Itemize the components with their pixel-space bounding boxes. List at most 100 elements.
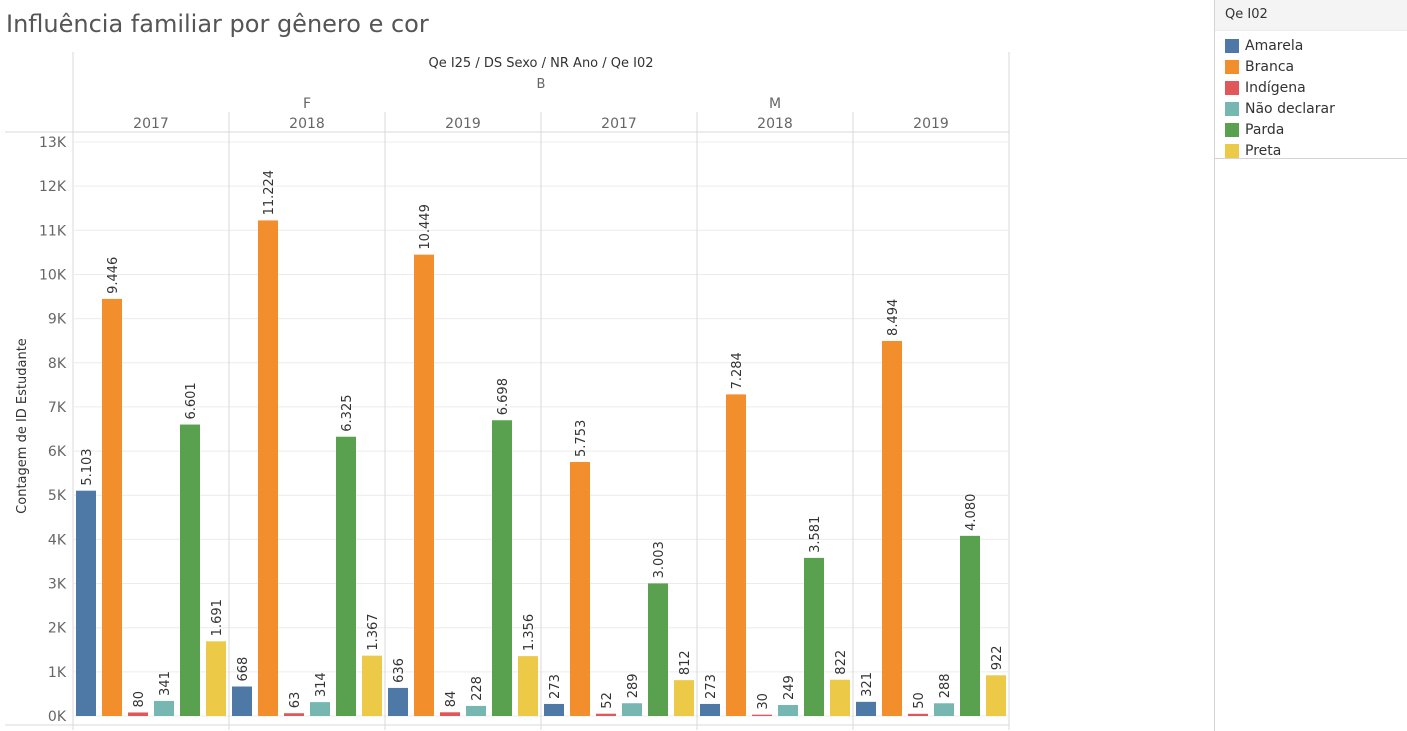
y-axis-title: Contagem de ID Estudante <box>15 338 30 514</box>
legend-label: Amarela <box>1245 37 1304 54</box>
bar-chart: Qe I25 / DS Sexo / NR Ano / Qe I02 B F M 201… <box>5 52 1010 730</box>
bar <box>518 656 538 716</box>
legend-swatch <box>1225 59 1239 74</box>
legend-item[interactable]: Branca <box>1215 56 1407 77</box>
bar <box>544 703 564 716</box>
legend-item[interactable]: Indígena <box>1215 77 1407 98</box>
bar <box>310 702 330 716</box>
bar-value-label: 273 <box>704 674 719 699</box>
legend-label: Branca <box>1245 58 1295 75</box>
header-sex-f: F <box>303 96 311 112</box>
bar <box>882 340 902 716</box>
bar <box>466 705 486 716</box>
legend-list: Amarela Branca Indígena Não declarar Parda Pr… <box>1215 31 1407 161</box>
bar <box>440 712 460 716</box>
y-tick-label: 1K <box>48 665 67 681</box>
color-legend: Qe I02 Amarela Branca Indígena Não declarar… <box>1214 0 1407 731</box>
legend-item[interactable]: Preta <box>1215 140 1407 161</box>
bar <box>830 679 850 716</box>
y-tick-label: 2K <box>48 621 67 637</box>
y-tick-label: 12K <box>39 179 67 195</box>
y-tick-label: 7K <box>48 400 67 416</box>
bar-value-label: 1.691 <box>210 599 225 636</box>
bar-value-label: 11.224 <box>262 170 277 216</box>
bar-value-label: 3.581 <box>808 516 823 553</box>
bar-value-label: 6.698 <box>496 378 511 415</box>
legend-divider <box>1215 158 1407 159</box>
legend-swatch <box>1225 80 1239 95</box>
bar-value-label: 273 <box>548 674 563 699</box>
legend-label: Indígena <box>1245 79 1306 96</box>
bar-value-label: 63 <box>288 692 303 709</box>
bar-value-label: 341 <box>158 671 173 696</box>
bar <box>76 490 96 716</box>
header-year: 2018 <box>289 116 325 132</box>
bar-value-label: 1.356 <box>522 614 537 651</box>
bar <box>414 254 434 716</box>
bar <box>700 703 720 716</box>
bar <box>362 655 382 716</box>
legend-label: Não declarar <box>1245 100 1335 117</box>
bar <box>284 713 304 716</box>
header-year: 2019 <box>913 116 949 132</box>
header-year: 2017 <box>601 116 637 132</box>
y-tick-label: 10K <box>39 267 67 283</box>
header-year: 2018 <box>757 116 793 132</box>
bar-value-label: 922 <box>990 645 1005 670</box>
bar-value-label: 228 <box>470 676 485 701</box>
legend-label: Preta <box>1245 142 1282 159</box>
legend-item[interactable]: Amarela <box>1215 35 1407 56</box>
bar-value-label: 7.284 <box>730 352 745 389</box>
bar <box>622 703 642 716</box>
bar-value-label: 5.753 <box>574 420 589 457</box>
bar-value-label: 249 <box>782 675 797 700</box>
header-sex-m: M <box>769 96 781 112</box>
y-tick-label: 3K <box>48 577 67 593</box>
bar <box>778 705 798 716</box>
y-tick-label: 8K <box>48 356 67 372</box>
bar-value-label: 52 <box>600 692 615 709</box>
bar-value-label: 1.367 <box>366 613 381 650</box>
legend-swatch <box>1225 143 1239 158</box>
bar-value-label: 8.494 <box>886 299 901 336</box>
bar-value-label: 668 <box>236 657 251 682</box>
bar-value-label: 6.325 <box>340 395 355 432</box>
bar-value-label: 6.601 <box>184 382 199 419</box>
bar-value-label: 636 <box>392 658 407 683</box>
legend-swatch <box>1225 122 1239 137</box>
header-fields: Qe I25 / DS Sexo / NR Ano / Qe I02 <box>428 56 653 71</box>
bar <box>856 701 876 716</box>
chart-title: Influência familiar por gênero e cor <box>6 10 429 38</box>
bar <box>804 557 824 716</box>
legend-item[interactable]: Não declarar <box>1215 98 1407 119</box>
bar <box>232 686 252 716</box>
bar-value-label: 3.003 <box>652 541 667 578</box>
bar <box>102 298 122 716</box>
bar <box>986 675 1006 716</box>
bar-value-label: 84 <box>444 691 459 708</box>
y-tick-label: 4K <box>48 532 67 548</box>
bar-value-label: 314 <box>314 672 329 697</box>
legend-swatch <box>1225 101 1239 116</box>
bar-value-label: 288 <box>938 673 953 698</box>
bar <box>258 220 278 716</box>
y-tick-label: 9K <box>48 312 67 328</box>
y-tick-label: 5K <box>48 488 67 504</box>
legend-item[interactable]: Parda <box>1215 119 1407 140</box>
y-tick-label: 11K <box>39 223 67 239</box>
legend-label: Parda <box>1245 121 1285 138</box>
bar-value-label: 80 <box>132 691 147 708</box>
header-year: 2017 <box>133 116 169 132</box>
y-tick-label: 0K <box>48 709 67 725</box>
header-year: 2019 <box>445 116 481 132</box>
bar-value-label: 289 <box>626 673 641 698</box>
bar <box>648 583 668 716</box>
bar <box>674 680 694 716</box>
y-tick-label: 13K <box>39 135 67 151</box>
bar-value-label: 50 <box>912 692 927 709</box>
legend-title: Qe I02 <box>1215 0 1407 31</box>
bar-value-label: 822 <box>834 650 849 675</box>
bar <box>206 641 226 716</box>
bar <box>388 687 408 716</box>
bar-value-label: 5.103 <box>80 448 95 485</box>
